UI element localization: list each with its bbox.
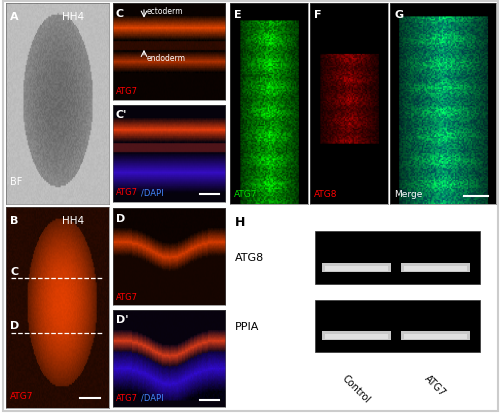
Text: H: H: [236, 216, 246, 229]
Text: ATG7: ATG7: [10, 391, 34, 400]
Text: ATG7: ATG7: [234, 190, 258, 198]
Text: ectoderm: ectoderm: [146, 7, 183, 16]
Text: G: G: [394, 10, 404, 20]
Text: ATG8: ATG8: [314, 190, 338, 198]
Text: ATG7: ATG7: [116, 292, 138, 301]
Text: D: D: [116, 214, 125, 223]
Bar: [404, 266, 466, 271]
Text: E: E: [234, 10, 241, 20]
Text: ATG8: ATG8: [236, 253, 264, 263]
Bar: [322, 332, 391, 340]
Text: ATG7: ATG7: [116, 86, 138, 95]
Text: PPIA: PPIA: [236, 321, 260, 331]
Bar: [322, 263, 391, 273]
Text: C': C': [116, 110, 127, 120]
Text: B: B: [10, 216, 18, 226]
Text: ATG7: ATG7: [423, 372, 448, 397]
Bar: [325, 335, 388, 339]
Text: D': D': [116, 315, 128, 325]
Text: Control: Control: [340, 372, 372, 404]
Bar: [404, 335, 466, 339]
Text: Merge: Merge: [394, 190, 422, 198]
Bar: [325, 266, 388, 271]
Text: F: F: [314, 10, 322, 20]
Text: D: D: [10, 320, 20, 330]
Bar: [315, 232, 480, 284]
Bar: [401, 332, 470, 340]
Text: A: A: [10, 12, 18, 22]
Bar: [315, 300, 480, 352]
Text: ATG7: ATG7: [116, 393, 138, 402]
Text: HH4: HH4: [62, 216, 84, 226]
Text: HH4: HH4: [62, 12, 84, 22]
Text: C: C: [10, 266, 18, 276]
Text: /DAPI: /DAPI: [140, 393, 163, 402]
Text: ATG7: ATG7: [116, 188, 138, 197]
Text: endoderm: endoderm: [146, 53, 185, 62]
Text: BF: BF: [10, 176, 22, 186]
Text: /DAPI: /DAPI: [140, 188, 163, 197]
Text: C: C: [116, 9, 124, 19]
Bar: [401, 263, 470, 273]
